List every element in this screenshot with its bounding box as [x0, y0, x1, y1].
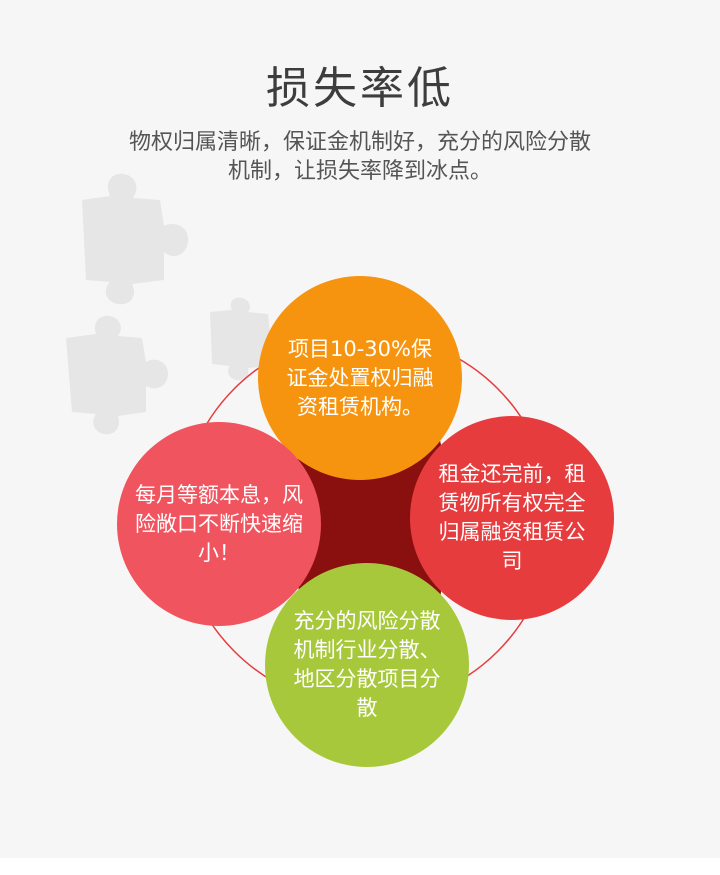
- page-title: 损失率低: [266, 63, 454, 114]
- subtitle-line-1: 物权归属清晰，保证金机制好，充分的风险分散: [128, 130, 591, 155]
- circle-right-ownership: 租金还完前，租赁物所有权完全归属融资租赁公司: [410, 416, 614, 620]
- circle-top-deposit: 项目10-30%保证金处置权归融资租赁机构。: [258, 276, 462, 480]
- subtitle-line-2: 机制，让损失率降到冰点。: [227, 159, 492, 184]
- circle-left-text: 每月等额本息，风险敞口不断快速缩小！: [135, 482, 303, 565]
- center-overlap: [290, 440, 452, 600]
- circle-right-text: 租金还完前，租赁物所有权完全归属融资租赁公司: [438, 462, 586, 573]
- bottom-band: [0, 858, 720, 875]
- circle-bottom-diversification: 充分的风险分散机制行业分散、地区分散项目分散: [265, 563, 469, 767]
- circle-bottom-text: 充分的风险分散机制行业分散、地区分散项目分散: [293, 609, 441, 720]
- page-subtitle: 物权归属清晰，保证金机制好，充分的风险分散 机制，让损失率降到冰点。: [95, 128, 625, 186]
- circle-top-text: 项目10-30%保证金处置权归融资租赁机构。: [286, 336, 434, 419]
- puzzle-piece-icon: [66, 315, 168, 435]
- puzzle-piece-icon: [82, 173, 189, 305]
- circle-left-installment: 每月等额本息，风险敞口不断快速缩小！: [117, 422, 321, 626]
